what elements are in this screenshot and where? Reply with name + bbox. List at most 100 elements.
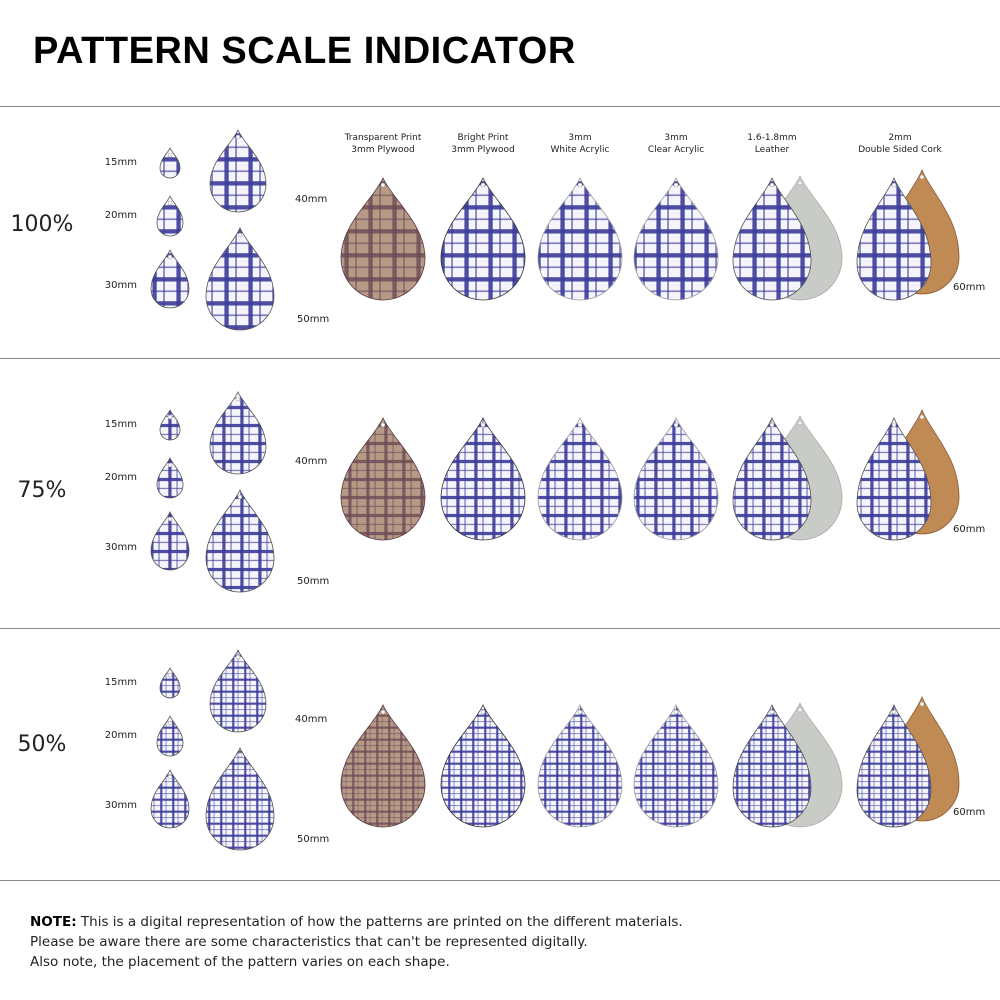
size-label: 40mm [295,714,327,725]
material-header-line2: White Acrylic [551,145,610,155]
scale-label: 75% [18,478,67,503]
material-drop-white [537,417,623,541]
size-label: 50mm [297,834,329,845]
scale-label: 100% [11,212,74,237]
divider [0,628,1000,629]
drop-30mm [150,511,190,571]
material-drop-bright [440,417,526,541]
drop-50mm [205,489,275,593]
drop-20mm [156,456,184,499]
section-75pct: 75% 15mm 20mm 30mm 40mm 50mm 60mm [18,391,985,593]
material-drop-leather [732,176,812,301]
note-line-3: Also note, the placement of the pattern … [30,954,450,970]
material-drop-leather [732,416,812,541]
hole-marker [577,182,583,188]
material-drop-clear [633,177,719,301]
material-header-line2: Leather [755,145,790,155]
drop-20mm [156,194,184,237]
material-header-line2: Double Sided Cork [858,145,942,155]
drop-15mm [159,147,181,179]
drop-40mm [209,129,267,213]
hole-marker [235,396,241,402]
hole-marker [167,462,173,468]
material-drop-cork [856,176,932,301]
material-header-line2: 3mm Plywood [351,145,414,155]
drop-15mm [159,409,181,441]
material-drop-clear [633,704,719,828]
hole-marker [577,422,583,428]
drop-15mm [159,667,181,699]
material-header-line2: Clear Acrylic [648,145,704,155]
hole-marker [797,707,803,713]
hole-marker [919,174,925,180]
material-header-line1: 1.6-1.8mm [747,133,796,143]
size-label: 15mm [105,677,137,688]
hole-marker [167,152,173,158]
material-header-line1: 3mm [664,133,687,143]
hole-marker [380,422,386,428]
size-label: 40mm [295,194,327,205]
hole-marker [235,134,241,140]
hole-marker [891,182,897,188]
material-size-label: 60mm [953,282,985,293]
material-drop-transparent-plywood [340,417,426,541]
material-header-line1: 2mm [888,133,911,143]
material-drop-transparent-plywood [340,704,426,828]
hole-marker [577,709,583,715]
hole-marker [380,709,386,715]
material-header-line1: Transparent Print [344,133,422,143]
material-drop-white [537,704,623,828]
size-label: 30mm [105,280,137,291]
material-drop-cork [856,416,932,541]
size-label: 20mm [105,472,137,483]
hole-marker [891,709,897,715]
drop-30mm [150,249,190,309]
material-header-line1: 3mm [568,133,591,143]
material-header-line1: Bright Print [458,133,509,143]
size-label: 50mm [297,314,329,325]
material-drop-bright [440,704,526,828]
hole-marker [797,180,803,186]
material-size-label: 60mm [953,524,985,535]
material-drop-transparent-plywood [340,177,426,301]
section-50pct: 50% 15mm 20mm 30mm 40mm 50mm 60mm [18,649,985,851]
drop-40mm [209,391,267,475]
hole-marker [480,182,486,188]
hole-marker [919,414,925,420]
hole-marker [237,494,243,500]
hole-marker [167,414,173,420]
size-label: 40mm [295,456,327,467]
hole-marker [797,420,803,426]
material-header-line2: 3mm Plywood [451,145,514,155]
hole-marker [891,422,897,428]
page-title: PATTERN SCALE INDICATOR [33,30,576,72]
hole-marker [167,516,173,522]
hole-marker [480,422,486,428]
note-line-2: Please be aware there are some character… [30,934,588,950]
hole-marker [673,422,679,428]
material-drop-leather [732,703,812,828]
hole-marker [237,752,243,758]
size-label: 20mm [105,210,137,221]
size-label: 30mm [105,542,137,553]
size-label: 15mm [105,157,137,168]
hole-marker [237,232,243,238]
hole-marker [673,709,679,715]
size-label: 50mm [297,576,329,587]
divider [0,358,1000,359]
divider [0,106,1000,107]
note-line-1: This is a digital representation of how … [76,914,683,930]
scale-label: 50% [18,732,67,757]
hole-marker [167,720,173,726]
size-label: 30mm [105,800,137,811]
drop-20mm [156,714,184,757]
drop-50mm [205,227,275,331]
hole-marker [167,254,173,260]
material-drop-clear [633,417,719,541]
hole-marker [235,654,241,660]
hole-marker [167,672,173,678]
material-drop-cork [856,703,932,828]
size-label: 15mm [105,419,137,430]
hole-marker [167,200,173,206]
